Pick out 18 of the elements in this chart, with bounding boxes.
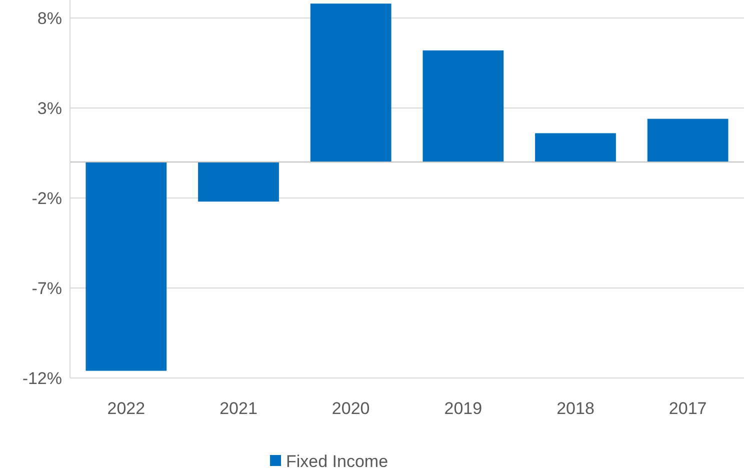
bar [198,162,279,202]
y-tick-label: -2% [32,188,62,208]
x-tick-label: 2017 [668,399,707,418]
x-tick-label: 2018 [556,399,594,418]
x-tick-label: 2019 [444,399,482,418]
y-tick-label: 8% [37,8,62,28]
y-tick-label: -12% [22,368,62,388]
bar [422,50,504,162]
y-tick-label: 3% [37,98,62,118]
legend-label: Fixed Income [286,452,388,471]
x-tick-label: 2021 [220,399,258,418]
bar [86,162,167,371]
bar [647,118,728,162]
x-tick-label: 2022 [107,399,146,418]
y-tick-label: -7% [32,278,62,298]
x-tick-label: 2020 [332,399,370,418]
bar [310,4,392,162]
bar [535,133,616,162]
